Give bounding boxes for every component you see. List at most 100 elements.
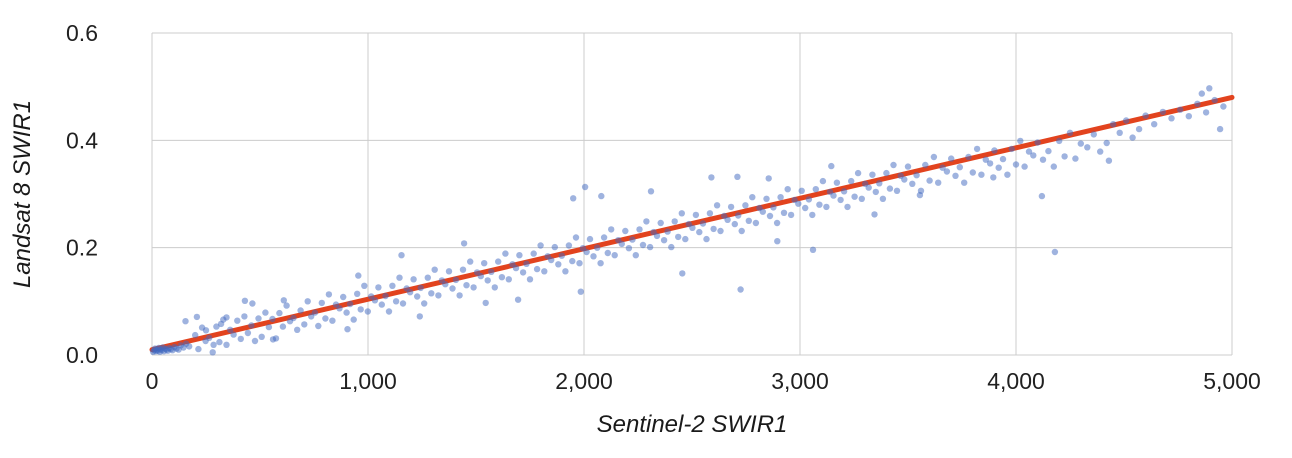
- scatter-point: [297, 307, 304, 314]
- scatter-point: [249, 300, 256, 307]
- scatter-point: [622, 227, 629, 235]
- scatter-point: [392, 298, 400, 305]
- scatter-point: [1039, 156, 1047, 163]
- scatter-point: [452, 276, 460, 284]
- scatter-point: [555, 261, 562, 268]
- scatter-point: [625, 245, 633, 252]
- scatter-point: [956, 164, 963, 171]
- scatter-point: [1198, 90, 1206, 97]
- scatter-point: [858, 195, 865, 202]
- scatter-point: [241, 297, 249, 304]
- scatter-point: [668, 243, 675, 251]
- scatter-point: [371, 297, 379, 304]
- scatter-point: [699, 220, 707, 227]
- scatter-point: [343, 309, 350, 316]
- scatter-point: [442, 281, 449, 288]
- x-tick-label: 0: [146, 368, 159, 394]
- scatter-point: [551, 243, 558, 251]
- scatter-point: [1129, 134, 1136, 141]
- scatter-point: [230, 331, 237, 338]
- scatter-point: [735, 212, 742, 219]
- scatter-point: [514, 296, 522, 303]
- scatter-point: [279, 323, 287, 330]
- scatter-point: [206, 334, 213, 341]
- scatter-point: [512, 264, 520, 272]
- scatter-point: [1202, 109, 1210, 116]
- scatter-point: [523, 260, 530, 267]
- scatter-point: [773, 219, 781, 227]
- scatter-point: [978, 171, 985, 178]
- scatter-point: [210, 341, 217, 348]
- scatter-point: [1177, 106, 1184, 113]
- x-tick-label: 2,000: [555, 368, 613, 394]
- scatter-point: [410, 276, 417, 283]
- scatter-point: [209, 349, 216, 356]
- scatter-point: [986, 160, 994, 167]
- scatter-point: [787, 211, 795, 219]
- scatter-point: [329, 317, 336, 324]
- scatter-point: [467, 258, 474, 265]
- scatter-point: [710, 225, 717, 233]
- scatter-point: [502, 250, 509, 257]
- scatter-point: [798, 187, 805, 194]
- scatter-point: [844, 203, 851, 211]
- scatter-point: [424, 274, 431, 281]
- scatter-point: [241, 313, 248, 320]
- scatter-point: [375, 284, 382, 291]
- scatter-point: [671, 218, 678, 225]
- scatter-point: [572, 234, 580, 241]
- scatter-point: [477, 272, 484, 280]
- scatter-point: [774, 238, 781, 245]
- scatter-point: [1116, 129, 1123, 136]
- scatter-point: [708, 174, 715, 181]
- scatter-point: [692, 211, 700, 219]
- scatter-point: [777, 194, 784, 201]
- scatter-point: [943, 168, 951, 175]
- scatter-point: [749, 194, 756, 201]
- scatter-point: [1066, 129, 1074, 136]
- scatter-point: [562, 268, 569, 275]
- scatter-point: [717, 227, 724, 235]
- scatter-point: [237, 335, 244, 343]
- scatter-point: [809, 211, 816, 219]
- scatter-point: [618, 240, 625, 248]
- scatter-point: [1061, 153, 1068, 160]
- scatter-point: [734, 173, 741, 180]
- scatter-point: [234, 317, 241, 324]
- scatter-point: [340, 293, 347, 301]
- scatter-point: [632, 252, 639, 259]
- scatter-point: [1151, 121, 1158, 128]
- scatter-point: [706, 210, 714, 217]
- scatter-point: [223, 341, 230, 348]
- scatter-point: [382, 292, 389, 300]
- scatter-point: [833, 179, 841, 186]
- scatter-point: [488, 268, 495, 275]
- scatter-point: [939, 164, 946, 171]
- scatter-point: [583, 248, 590, 256]
- scatter-point: [459, 266, 467, 273]
- scatter-point: [577, 288, 584, 295]
- scatter-point: [823, 203, 830, 211]
- scatter-point: [318, 299, 325, 307]
- scatter-point: [399, 300, 407, 307]
- scatter-point: [389, 282, 396, 289]
- scatter-point: [482, 299, 489, 307]
- scatter-point: [435, 292, 442, 299]
- scatter-point: [398, 252, 405, 259]
- scatter-point: [647, 188, 655, 195]
- scatter-point: [784, 186, 791, 193]
- y-tick-label: 0.4: [66, 127, 98, 153]
- scatter-point: [752, 219, 760, 227]
- scatter-point: [742, 202, 749, 209]
- scatter-point: [251, 337, 259, 345]
- scatter-point: [901, 176, 908, 183]
- scatter-point: [1038, 192, 1046, 200]
- scatter-point: [1050, 163, 1058, 170]
- scatter-point: [886, 185, 894, 192]
- scatter-point: [879, 195, 887, 202]
- scatter-point: [1211, 96, 1218, 104]
- scatter-point: [481, 260, 488, 267]
- scatter-point: [837, 196, 844, 204]
- scatter-point: [840, 188, 848, 195]
- tick-labels: 0 1,000 2,000 3,000 4,000 5,000 0.0 0.2 0.4 0.6: [66, 20, 1261, 394]
